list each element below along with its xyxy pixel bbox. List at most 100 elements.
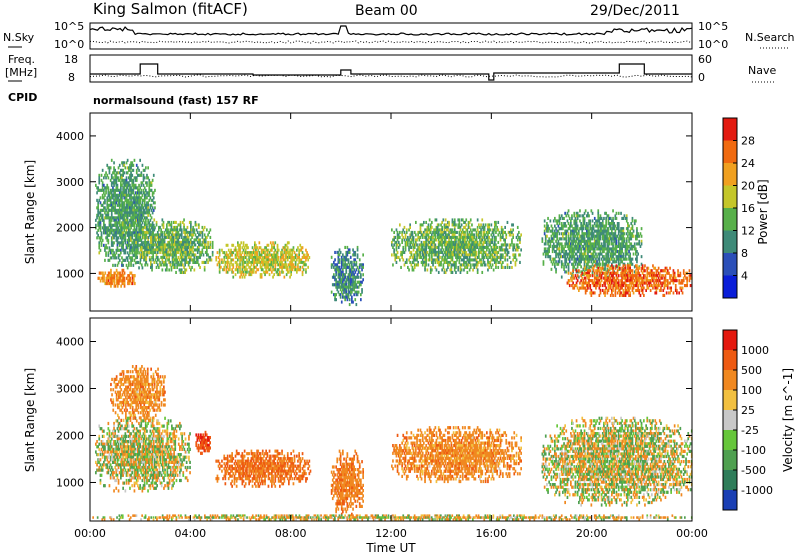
heatmap-cell bbox=[474, 228, 477, 232]
heatmap-cell bbox=[285, 273, 288, 277]
heatmap-cell bbox=[339, 295, 342, 299]
heatmap-cell bbox=[121, 208, 123, 212]
heatmap-cell bbox=[182, 243, 184, 247]
heatmap-cell bbox=[271, 248, 273, 252]
heatmap-cell bbox=[115, 193, 118, 197]
heatmap-cell bbox=[513, 245, 516, 249]
heatmap-cell bbox=[460, 235, 463, 239]
heatmap-cell bbox=[128, 206, 130, 210]
heatmap-cell bbox=[424, 255, 426, 259]
heatmap-cell bbox=[458, 225, 461, 229]
heatmap-cell bbox=[169, 250, 172, 254]
heatmap-cell bbox=[103, 196, 105, 200]
heatmap-cell bbox=[458, 235, 461, 239]
heatmap-cell bbox=[606, 260, 609, 264]
heatmap-cell bbox=[617, 244, 620, 248]
heatmap-cell bbox=[129, 223, 131, 227]
heatmap-cell bbox=[162, 225, 165, 229]
heatmap-cell bbox=[622, 216, 625, 220]
heatmap-cell bbox=[276, 260, 279, 264]
heatmap-cell bbox=[294, 268, 297, 272]
heatmap-cell bbox=[186, 248, 189, 252]
heatmap-cell bbox=[335, 280, 337, 284]
heatmap-cell bbox=[123, 221, 126, 225]
heatmap-cell bbox=[101, 181, 104, 185]
heatmap-cell bbox=[150, 188, 153, 192]
heatmap-cell bbox=[260, 275, 263, 279]
nsearch-label: N.Search bbox=[745, 31, 795, 44]
heatmap-cell bbox=[343, 283, 345, 287]
heatmap-cell bbox=[574, 224, 577, 228]
heatmap-cell bbox=[227, 253, 230, 257]
heatmap-cell bbox=[576, 216, 579, 220]
heatmap-cell bbox=[243, 256, 246, 259]
heatmap-cell bbox=[452, 250, 455, 254]
heatmap-cell bbox=[206, 245, 208, 249]
heatmap-cell bbox=[106, 198, 109, 202]
heatmap-cell bbox=[121, 271, 124, 275]
heatmap-cell bbox=[342, 270, 344, 274]
heatmap-cell bbox=[170, 245, 173, 249]
heatmap-cell bbox=[147, 201, 149, 205]
heatmap-cell bbox=[115, 251, 118, 255]
heatmap-cell bbox=[589, 232, 592, 236]
nsearch-tick-top: 10^5 bbox=[698, 20, 728, 33]
heatmap-cell bbox=[174, 250, 176, 254]
heatmap-cell bbox=[492, 243, 495, 247]
heatmap-cell bbox=[606, 244, 609, 248]
heatmap-cell bbox=[192, 260, 194, 264]
heatmap-cell bbox=[150, 208, 153, 212]
heatmap-cell bbox=[281, 260, 283, 264]
heatmap-cell bbox=[475, 253, 478, 257]
heatmap-cell bbox=[587, 252, 589, 256]
heatmap-cell bbox=[119, 274, 121, 278]
heatmap-cell bbox=[186, 240, 189, 244]
heatmap-cell bbox=[281, 248, 283, 252]
heatmap-cell bbox=[427, 253, 430, 257]
heatmap-cell bbox=[431, 258, 433, 262]
heatmap-cell bbox=[144, 240, 146, 244]
heatmap-cell bbox=[237, 243, 239, 247]
heatmap-cell bbox=[147, 191, 149, 195]
heatmap-cell bbox=[336, 283, 339, 287]
heatmap-cell bbox=[467, 220, 470, 224]
heatmap-cell bbox=[420, 243, 423, 247]
heatmap-cell bbox=[360, 283, 362, 287]
heatmap-cell bbox=[448, 235, 450, 239]
heatmap-cell bbox=[283, 265, 286, 269]
heatmap-cell bbox=[496, 253, 498, 257]
heatmap-cell bbox=[158, 240, 160, 244]
heatmap-cell bbox=[415, 238, 417, 242]
heatmap-cell bbox=[106, 276, 109, 280]
heatmap-cell bbox=[169, 248, 172, 252]
heatmap-cell bbox=[630, 242, 633, 246]
heatmap-cell bbox=[242, 258, 245, 262]
heatmap-cell bbox=[129, 203, 131, 207]
heatmap-cell bbox=[285, 265, 288, 269]
heatmap-cell bbox=[122, 171, 124, 175]
heatmap-cell bbox=[250, 253, 253, 257]
heatmap-cell bbox=[464, 265, 466, 269]
heatmap-cell bbox=[565, 260, 568, 264]
heatmap-cell bbox=[417, 248, 419, 252]
heatmap-cell bbox=[125, 203, 128, 207]
heatmap-cell bbox=[562, 255, 564, 259]
heatmap-cell bbox=[98, 223, 101, 227]
heatmap-cell bbox=[129, 279, 132, 283]
heatmap-cell bbox=[166, 255, 168, 259]
heatmap-cell bbox=[582, 232, 585, 236]
heatmap-cell bbox=[112, 223, 114, 227]
heatmap-cell bbox=[142, 228, 144, 232]
heatmap-cell bbox=[101, 196, 104, 200]
heatmap-cell bbox=[117, 231, 120, 235]
heatmap-cell bbox=[177, 243, 180, 247]
heatmap-cell bbox=[229, 251, 231, 255]
heatmap-cell bbox=[345, 283, 348, 287]
heatmap-cell bbox=[574, 227, 577, 231]
heatmap-cell bbox=[151, 206, 154, 210]
heatmap-cell bbox=[130, 258, 132, 262]
heatmap-cell bbox=[207, 240, 209, 244]
heatmap-cell bbox=[554, 224, 556, 228]
heatmap-cell bbox=[627, 222, 629, 226]
heatmap-cell bbox=[177, 263, 180, 267]
